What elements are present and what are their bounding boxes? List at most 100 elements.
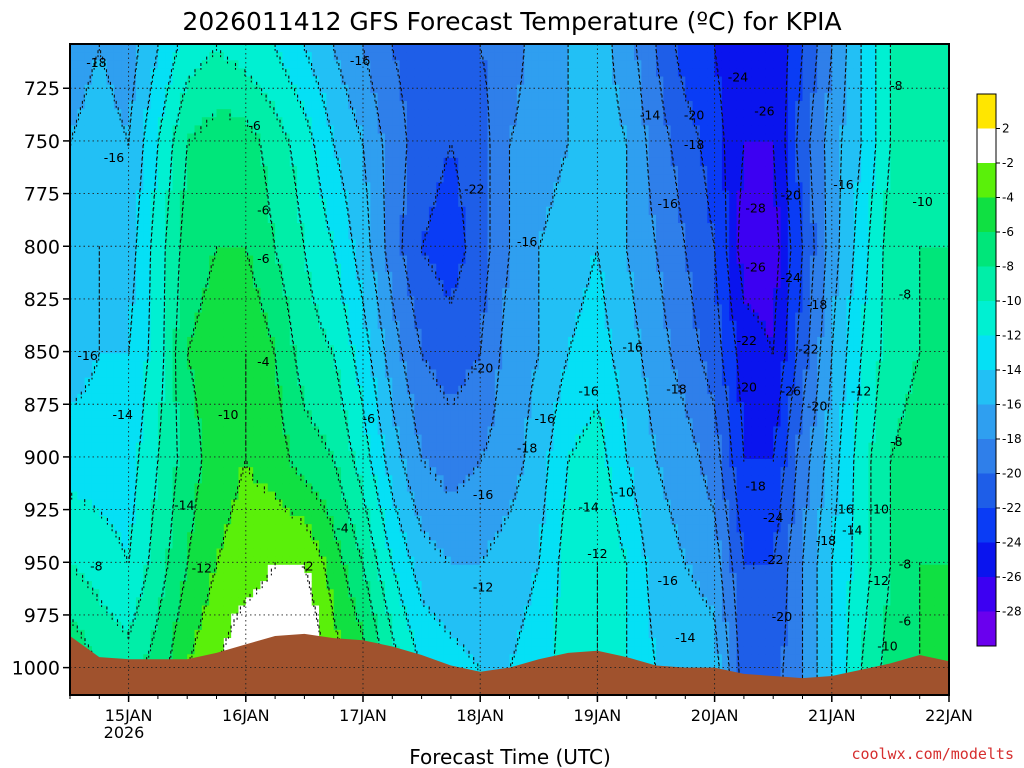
temperature-cell [348,166,357,175]
temperature-cell [113,450,122,460]
temperature-cell [209,402,218,411]
temperature-cell [238,548,247,558]
temperature-cell [472,198,481,208]
temperature-cell [231,198,240,208]
temperature-cell [289,76,298,86]
temperature-cell [91,263,100,273]
temperature-cell [91,459,100,468]
temperature-cell [428,157,437,167]
temperature-cell [311,507,320,517]
temperature-cell [275,304,284,314]
temperature-cell [187,402,196,411]
temperature-cell [311,328,320,338]
temperature-cell [472,296,481,305]
temperature-cell [209,100,218,110]
temperature-cell [194,157,203,167]
temperature-cell [333,279,342,289]
temperature-cell [370,556,379,566]
temperature-cell [194,288,203,297]
temperature-cell [128,499,137,509]
temperature-cell [187,68,196,78]
temperature-cell [238,426,247,436]
temperature-cell [260,76,269,86]
temperature-cell [201,361,210,371]
temperature-cell [509,288,518,297]
temperature-cell [187,84,196,94]
temperature-cell [275,540,284,550]
temperature-cell [253,109,262,118]
temperature-cell [348,84,357,94]
temperature-cell [91,507,100,517]
temperature-cell [450,84,459,94]
temperature-cell [209,556,218,566]
temperature-cell [216,589,225,598]
temperature-cell [363,198,371,208]
temperature-cell [428,304,437,314]
temperature-cell [194,214,203,224]
temperature-cell [77,621,86,631]
temperature-cell [377,198,386,208]
temperature-cell [311,52,320,61]
temperature-cell [465,182,474,192]
temperature-cell [84,345,93,354]
temperature-cell [194,109,203,118]
temperature-cell [77,572,86,582]
temperature-cell [282,109,291,118]
temperature-cell [150,296,159,305]
temperature-cell [209,589,218,598]
temperature-cell [480,141,489,151]
temperature-cell [502,515,511,525]
temperature-cell [260,231,269,240]
temperature-cell [282,572,291,582]
temperature-cell [480,475,489,485]
temperature-cell [91,491,100,501]
temperature-cell [348,467,357,476]
temperature-cell [282,52,291,61]
temperature-cell [384,100,393,110]
temperature-cell [289,402,298,411]
temperature-cell [480,564,489,574]
temperature-cell [245,279,254,289]
temperature-cell [480,361,489,371]
temperature-cell [99,418,108,428]
temperature-cell [77,190,86,200]
temperature-cell [494,556,503,566]
temperature-cell [238,52,247,61]
temperature-cell [165,353,174,362]
temperature-cell [216,402,225,411]
temperature-cell [77,475,86,485]
temperature-cell [275,263,284,273]
temperature-cell [187,304,196,314]
temperature-cell [157,532,166,541]
temperature-cell [319,524,327,533]
temperature-cell [370,499,379,509]
temperature-cell [458,613,467,623]
temperature-cell [150,491,159,501]
temperature-cell [275,117,284,126]
temperature-cell [436,532,445,541]
temperature-cell [509,328,518,338]
temperature-cell [363,483,371,493]
temperature-cell [282,117,291,126]
temperature-cell [91,524,100,533]
temperature-cell [509,410,518,419]
temperature-cell [260,263,269,273]
temperature-cell [406,320,415,330]
temperature-cell [223,597,232,607]
temperature-cell [289,467,298,476]
temperature-cell [414,133,423,143]
temperature-cell [289,247,298,257]
temperature-cell [245,231,254,240]
temperature-cell [172,109,181,118]
temperature-cell [480,442,489,452]
temperature-cell [458,369,467,379]
temperature-cell [304,515,313,525]
temperature-cell [99,629,108,639]
temperature-cell [231,369,240,379]
temperature-cell [319,605,327,615]
temperature-cell [77,109,86,118]
temperature-cell [231,491,240,501]
temperature-cell [77,68,86,78]
temperature-cell [223,385,232,395]
temperature-cell [121,304,130,314]
